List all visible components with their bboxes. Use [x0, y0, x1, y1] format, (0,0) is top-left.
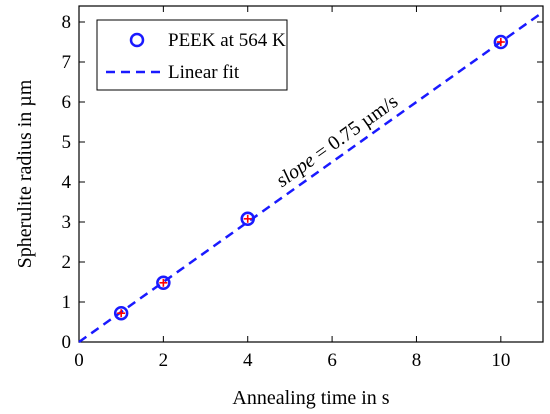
y-tick-label: 2: [62, 252, 72, 273]
linear-fit-series: [78, 10, 544, 344]
data-point: [113, 305, 129, 321]
legend-label-fit: Linear fit: [168, 62, 240, 83]
y-tick-label: 5: [62, 132, 72, 153]
fit-line: [78, 10, 544, 344]
y-tick-label: 0: [62, 332, 72, 353]
x-axis-ticks: 0 2 4 6 8 10: [74, 6, 510, 371]
y-tick-label: 3: [62, 212, 72, 233]
data-point-marker: [113, 305, 129, 321]
y-tick-label: 8: [62, 12, 72, 33]
y-axis-label: Spherulite radius in µm: [14, 79, 36, 268]
legend-box: [96, 19, 288, 91]
y-axis-ticks: 0 1 2 3 4 5 6 7 8: [62, 12, 543, 353]
x-tick-label: 10: [491, 350, 510, 371]
data-point-marker: [156, 275, 171, 291]
data-point: [240, 211, 255, 227]
x-tick-label: 4: [243, 350, 253, 371]
y-tick-label: 1: [62, 292, 72, 313]
x-tick-label: 8: [412, 350, 422, 371]
x-axis-label: Annealing time in s: [232, 387, 389, 409]
data-point: [493, 34, 509, 50]
legend-label-peek: PEEK at 564 K: [168, 30, 286, 51]
legend-marker-peek: [129, 32, 145, 48]
data-point-marker: [493, 34, 509, 50]
x-tick-label: 2: [159, 350, 169, 371]
y-tick-label: 7: [62, 52, 72, 73]
x-tick-label: 0: [74, 350, 84, 371]
data-point: [156, 275, 171, 291]
y-tick-label: 4: [62, 172, 72, 193]
legend: PEEK at 564 K Linear fit: [96, 19, 288, 91]
x-tick-label: 6: [327, 350, 337, 371]
data-point-marker: [240, 211, 255, 227]
data-series-peek: [113, 34, 509, 321]
y-tick-label: 6: [62, 92, 72, 113]
